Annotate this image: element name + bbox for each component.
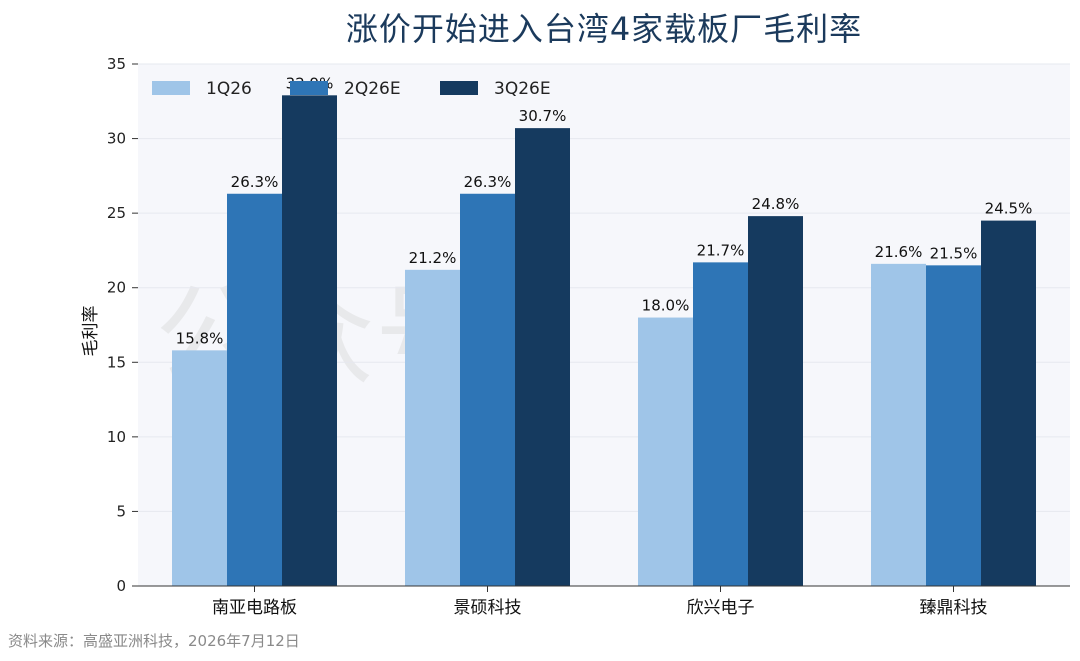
- y-tick-label: 25: [107, 204, 126, 222]
- source-note: 资料来源：高盛亚洲科技，2026年7月12日: [8, 632, 300, 650]
- data-label: 24.5%: [985, 200, 1033, 218]
- legend-swatch-3Q26E: [440, 81, 478, 95]
- y-tick-label: 35: [107, 55, 126, 73]
- x-tick-label: 欣兴电子: [687, 598, 755, 618]
- legend-swatch-1Q26: [152, 81, 190, 95]
- bar-1Q26-欣兴电子: [638, 317, 693, 586]
- y-tick-label: 15: [107, 353, 126, 371]
- bar-1Q26-景硕科技: [405, 269, 460, 586]
- legend-swatch-2Q26E: [290, 81, 328, 95]
- bar-2Q26E-南亚电路板: [227, 193, 282, 587]
- data-label: 24.8%: [752, 195, 800, 213]
- y-tick-label: 0: [116, 577, 126, 595]
- data-label: 18.0%: [642, 297, 690, 315]
- bar-1Q26-南亚电路板: [172, 350, 227, 586]
- data-label: 21.6%: [875, 243, 923, 261]
- y-tick-label: 5: [116, 502, 126, 520]
- data-label: 21.7%: [697, 241, 745, 259]
- y-axis-label: 毛利率: [81, 306, 101, 357]
- y-tick-label: 10: [107, 428, 126, 446]
- bar-1Q26-臻鼎科技: [871, 263, 926, 586]
- y-tick-label: 20: [107, 279, 126, 297]
- legend-label: 1Q26: [206, 79, 252, 99]
- bar-3Q26E-臻鼎科技: [981, 220, 1036, 586]
- bar-3Q26E-南亚电路板: [282, 95, 337, 586]
- data-label: 26.3%: [464, 173, 512, 191]
- data-label: 26.3%: [231, 173, 279, 191]
- legend-label: 3Q26E: [494, 79, 551, 99]
- legend-label: 2Q26E: [344, 79, 401, 99]
- data-label: 21.2%: [409, 249, 457, 267]
- bar-3Q26E-欣兴电子: [748, 216, 803, 586]
- x-tick-label: 臻鼎科技: [920, 598, 988, 618]
- x-tick-label: 南亚电路板: [212, 598, 297, 618]
- data-label: 15.8%: [176, 329, 224, 347]
- y-tick-label: 30: [107, 130, 126, 148]
- bar-2Q26E-景硕科技: [460, 193, 515, 587]
- bar-2Q26E-臻鼎科技: [926, 265, 981, 586]
- bar-3Q26E-景硕科技: [515, 128, 570, 587]
- x-tick-label: 景硕科技: [454, 598, 522, 618]
- data-label: 21.5%: [930, 244, 978, 262]
- chart-title: 涨价开始进入台湾4家载板厂毛利率: [345, 10, 863, 48]
- bar-2Q26E-欣兴电子: [693, 262, 748, 586]
- data-label: 30.7%: [519, 107, 567, 125]
